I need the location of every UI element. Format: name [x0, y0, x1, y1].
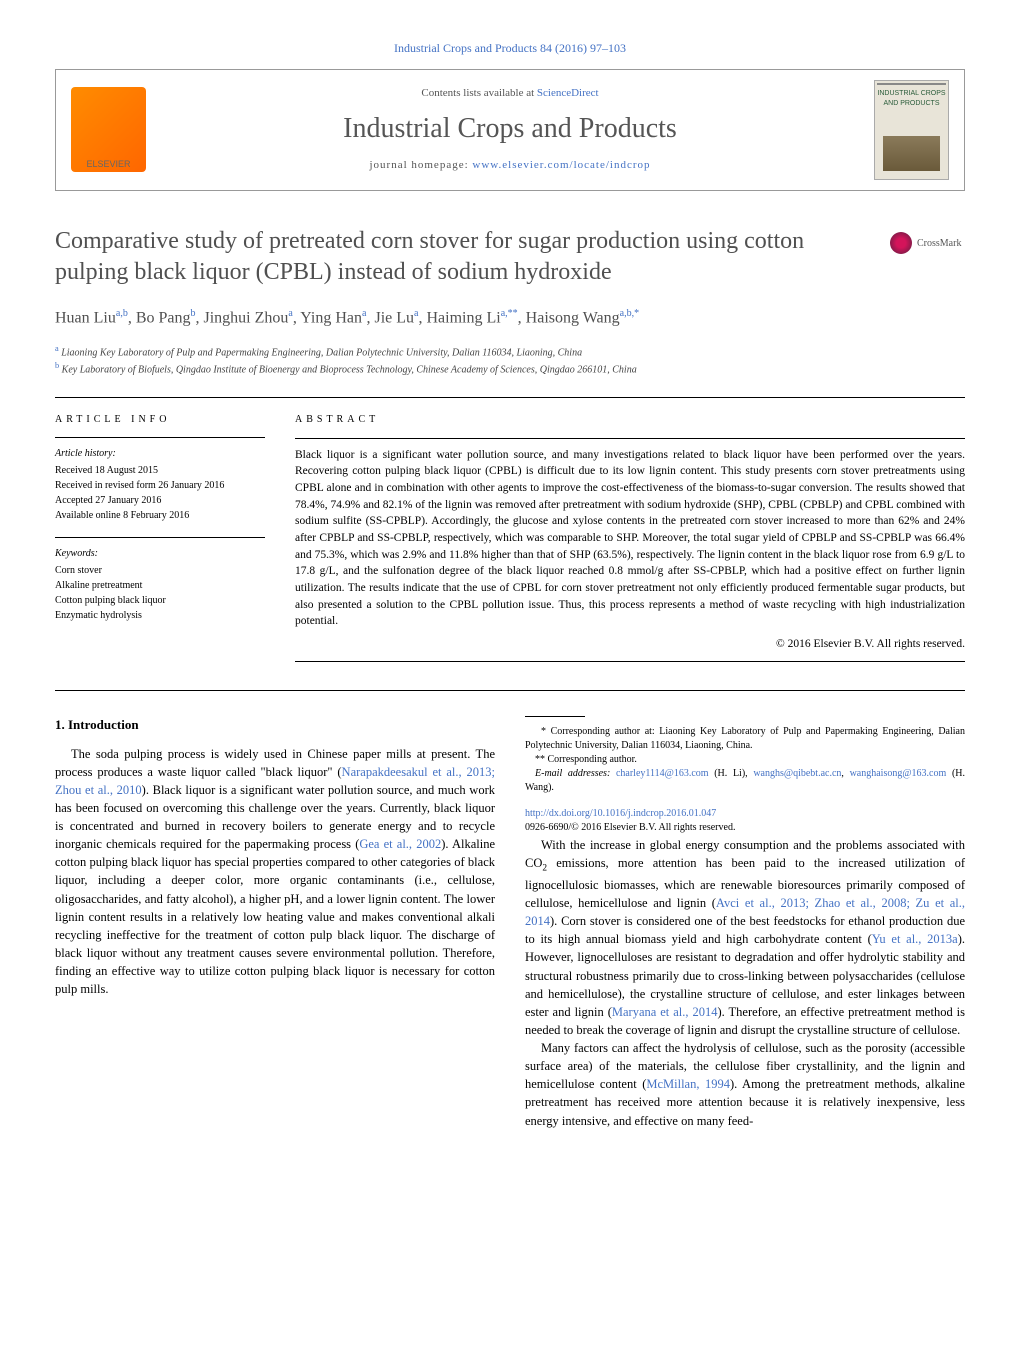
affiliation-line: b Key Laboratory of Biofuels, Qingdao In…	[55, 360, 965, 377]
keyword: Cotton pulping black liquor	[55, 593, 265, 608]
keywords-block: Keywords: Corn stoverAlkaline pretreatme…	[55, 546, 265, 623]
corresponding-author-note: ** Corresponding author.	[525, 753, 965, 767]
intro-paragraph-3: Many factors can affect the hydrolysis o…	[525, 1039, 965, 1130]
journal-reference: Industrial Crops and Products 84 (2016) …	[55, 40, 965, 57]
abstract-copyright: © 2016 Elsevier B.V. All rights reserved…	[295, 636, 965, 653]
sciencedirect-link[interactable]: ScienceDirect	[537, 87, 599, 99]
divider	[55, 690, 965, 691]
footnotes: * Corresponding author at: Liaoning Key …	[525, 716, 965, 836]
email-link[interactable]: wanghaisong@163.com	[850, 768, 947, 779]
intro-paragraph-1: The soda pulping process is widely used …	[55, 745, 495, 999]
keyword: Enzymatic hydrolysis	[55, 608, 265, 623]
abstract-text: Black liquor is a significant water poll…	[295, 447, 965, 630]
article-title: Comparative study of pretreated corn sto…	[55, 226, 965, 288]
article-history: Article history: Received 18 August 2015…	[55, 446, 265, 523]
history-line: Available online 8 February 2016	[55, 508, 265, 523]
crossmark-badge[interactable]: CrossMark	[890, 231, 965, 256]
history-line: Received 18 August 2015	[55, 463, 265, 478]
divider	[55, 397, 965, 398]
citation-link[interactable]: Yu et al., 2013a	[872, 932, 958, 946]
doi-link[interactable]: http://dx.doi.org/10.1016/j.indcrop.2016…	[525, 808, 716, 819]
citation-link[interactable]: Maryana et al., 2014	[612, 1005, 718, 1019]
journal-name: Industrial Crops and Products	[166, 109, 854, 148]
article-info-label: ARTICLE INFO	[55, 413, 265, 427]
author-list: Huan Liua,b, Bo Pangb, Jinghui Zhoua, Yi…	[55, 306, 965, 330]
journal-cover-thumbnail: INDUSTRIAL CROPS AND PRODUCTS	[874, 80, 949, 180]
citation-link[interactable]: McMillan, 1994	[646, 1077, 730, 1091]
citation-link[interactable]: Gea et al., 2002	[359, 837, 441, 851]
affiliations: a Liaoning Key Laboratory of Pulp and Pa…	[55, 343, 965, 378]
crossmark-icon	[890, 232, 912, 254]
email-link[interactable]: charley1114@163.com	[616, 768, 709, 779]
issn-copyright: 0926-6690/© 2016 Elsevier B.V. All right…	[525, 822, 735, 833]
affiliation-line: a Liaoning Key Laboratory of Pulp and Pa…	[55, 343, 965, 360]
keyword: Alkaline pretreatment	[55, 578, 265, 593]
intro-paragraph-2: With the increase in global energy consu…	[525, 836, 965, 1039]
homepage-link[interactable]: www.elsevier.com/locate/indcrop	[472, 159, 650, 171]
section-heading-introduction: 1. Introduction	[55, 716, 495, 735]
corresponding-author-note: * Corresponding author at: Liaoning Key …	[525, 725, 965, 753]
email-link[interactable]: wanghs@qibebt.ac.cn	[753, 768, 841, 779]
elsevier-logo	[71, 87, 146, 172]
doi-block: http://dx.doi.org/10.1016/j.indcrop.2016…	[525, 807, 965, 836]
journal-homepage: journal homepage: www.elsevier.com/locat…	[166, 158, 854, 173]
article-info-sidebar: ARTICLE INFO Article history: Received 1…	[55, 413, 265, 670]
contents-available: Contents lists available at ScienceDirec…	[166, 86, 854, 101]
history-line: Accepted 27 January 2016	[55, 493, 265, 508]
email-addresses: E-mail addresses: charley1114@163.com (H…	[525, 767, 965, 795]
history-line: Received in revised form 26 January 2016	[55, 478, 265, 493]
abstract-label: ABSTRACT	[295, 413, 965, 428]
abstract-section: ABSTRACT Black liquor is a significant w…	[295, 413, 965, 670]
article-body: 1. Introduction The soda pulping process…	[55, 716, 965, 1130]
journal-header: Contents lists available at ScienceDirec…	[55, 69, 965, 191]
keyword: Corn stover	[55, 563, 265, 578]
